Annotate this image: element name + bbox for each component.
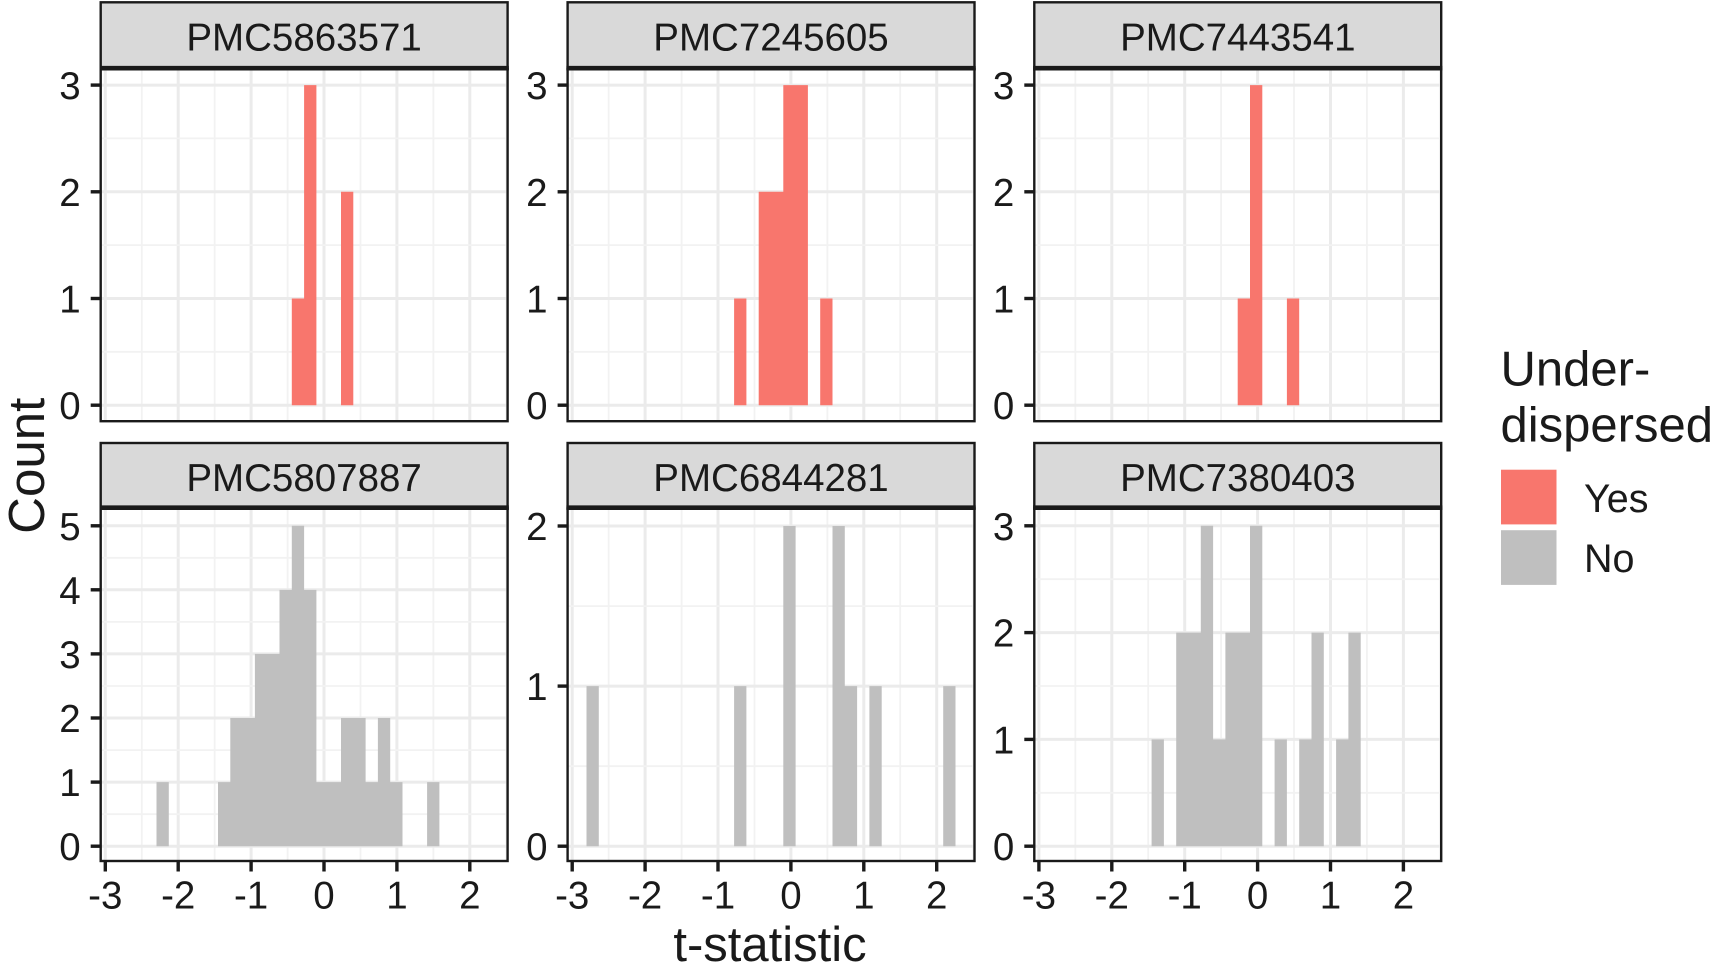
svg-text:PMC5863571: PMC5863571 [186,16,421,59]
svg-text:1: 1 [59,279,80,322]
svg-text:1: 1 [59,762,80,805]
svg-text:2: 2 [993,172,1014,215]
svg-text:1: 1 [993,279,1014,322]
svg-text:3: 3 [59,634,80,677]
svg-text:2: 2 [59,698,80,741]
svg-text:2: 2 [526,506,547,549]
svg-text:2: 2 [459,875,480,918]
svg-text:-3: -3 [555,875,589,918]
svg-text:3: 3 [993,65,1014,108]
svg-text:0: 0 [313,875,334,918]
svg-text:Count: Count [0,398,55,534]
svg-text:2: 2 [993,613,1014,656]
svg-text:2: 2 [1393,875,1414,918]
svg-text:0: 0 [1247,875,1268,918]
svg-text:Under-: Under- [1501,342,1651,396]
svg-text:0: 0 [780,875,801,918]
svg-text:1: 1 [853,875,874,918]
svg-text:t-statistic: t-statistic [673,918,866,964]
svg-text:-3: -3 [88,875,122,918]
svg-text:dispersed: dispersed [1501,398,1713,452]
svg-text:0: 0 [993,385,1014,428]
svg-text:1: 1 [526,666,547,709]
svg-text:-1: -1 [234,875,268,918]
svg-text:0: 0 [993,826,1014,869]
svg-text:5: 5 [59,506,80,549]
svg-text:-1: -1 [701,875,735,918]
svg-text:2: 2 [526,172,547,215]
svg-text:3: 3 [59,65,80,108]
svg-text:-2: -2 [628,875,662,918]
svg-text:-2: -2 [1095,875,1129,918]
svg-text:-2: -2 [161,875,195,918]
svg-text:2: 2 [926,875,947,918]
svg-text:4: 4 [59,570,80,613]
svg-text:PMC7380403: PMC7380403 [1120,457,1355,500]
svg-text:PMC7245605: PMC7245605 [653,16,888,59]
svg-text:-1: -1 [1168,875,1202,918]
svg-text:1: 1 [993,719,1014,762]
svg-text:0: 0 [526,826,547,869]
svg-text:PMC5807887: PMC5807887 [186,457,421,500]
svg-text:3: 3 [993,506,1014,549]
svg-text:PMC7443541: PMC7443541 [1120,16,1355,59]
svg-text:3: 3 [526,65,547,108]
svg-text:1: 1 [1320,875,1341,918]
svg-text:0: 0 [59,826,80,869]
svg-text:No: No [1584,537,1635,581]
svg-text:2: 2 [59,172,80,215]
svg-text:-3: -3 [1022,875,1056,918]
svg-text:Yes: Yes [1584,477,1648,521]
svg-text:0: 0 [59,385,80,428]
svg-text:PMC6844281: PMC6844281 [653,457,888,500]
svg-text:1: 1 [526,279,547,322]
svg-text:0: 0 [526,385,547,428]
svg-text:1: 1 [386,875,407,918]
